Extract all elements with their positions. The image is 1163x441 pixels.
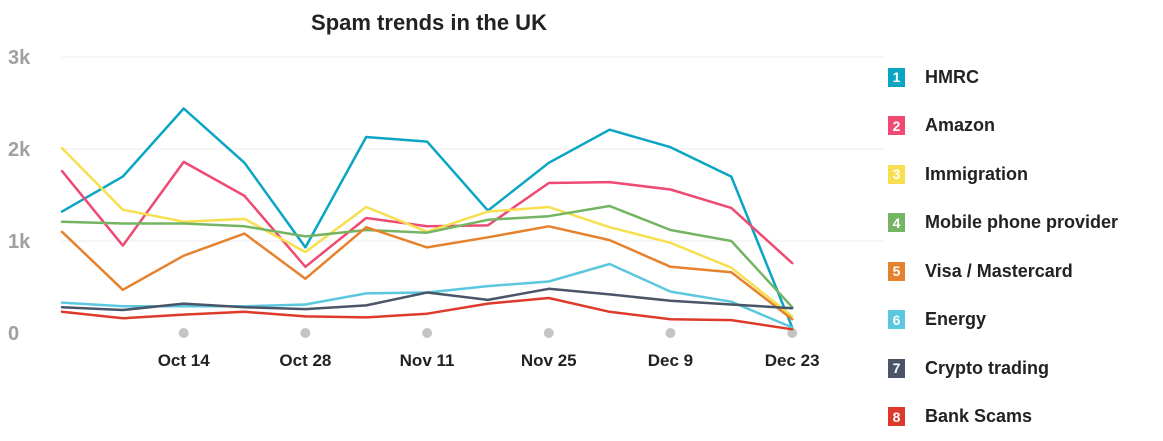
legend-item: 5 Visa / Mastercard — [888, 247, 1158, 296]
legend-item: 7 Crypto trading — [888, 344, 1158, 393]
legend-item: 2 Amazon — [888, 102, 1158, 151]
y-tick-label: 1k — [8, 231, 31, 253]
legend-item: 1 HMRC — [888, 53, 1158, 102]
series-lines — [62, 109, 792, 330]
legend-label: Visa / Mastercard — [925, 261, 1073, 282]
x-tick-marker — [544, 328, 554, 338]
legend-item: 4 Mobile phone provider — [888, 199, 1158, 248]
legend: 1 HMRC 2 Amazon 3 Immigration 4 Mobile phone pr… — [888, 53, 1158, 441]
legend-label: Crypto trading — [925, 358, 1049, 379]
legend-item: 3 Immigration — [888, 150, 1158, 199]
x-axis-markers — [179, 328, 797, 338]
x-tick-label: Oct 14 — [158, 351, 211, 370]
y-tick-label: 3k — [8, 47, 31, 69]
y-tick-label: 2k — [8, 139, 31, 161]
x-tick-label: Nov 25 — [521, 351, 577, 370]
series-line-amazon — [62, 162, 792, 267]
legend-item: 6 Energy — [888, 296, 1158, 345]
x-tick-label: Nov 11 — [400, 351, 455, 370]
legend-label: Amazon — [925, 115, 995, 136]
legend-label: Immigration — [925, 164, 1028, 185]
legend-number-badge: 6 — [888, 310, 905, 329]
legend-number-badge: 1 — [888, 68, 905, 87]
x-axis: Oct 14 Oct 28 Nov 11 Nov 25 Dec 9 Dec 23 — [158, 351, 820, 370]
x-tick-marker — [665, 328, 675, 338]
legend-number-badge: 7 — [888, 359, 905, 378]
gridlines — [62, 57, 885, 241]
legend-label: HMRC — [925, 67, 979, 88]
legend-number-badge: 2 — [888, 116, 905, 135]
x-tick-label: Oct 28 — [279, 351, 331, 370]
legend-label: Mobile phone provider — [925, 212, 1118, 233]
x-tick-label: Dec 9 — [648, 351, 693, 370]
x-tick-marker — [300, 328, 310, 338]
x-tick-label: Dec 23 — [765, 351, 820, 370]
legend-number-badge: 3 — [888, 165, 905, 184]
x-tick-marker — [179, 328, 189, 338]
x-tick-marker — [422, 328, 432, 338]
legend-number-badge: 4 — [888, 213, 905, 232]
y-axis: 0 1k 2k 3k — [8, 47, 31, 345]
legend-number-badge: 5 — [888, 262, 905, 281]
y-tick-label: 0 — [8, 323, 19, 345]
legend-label: Energy — [925, 309, 986, 330]
series-line-energy — [62, 264, 792, 328]
chart-title: Spam trends in the UK — [311, 10, 547, 35]
